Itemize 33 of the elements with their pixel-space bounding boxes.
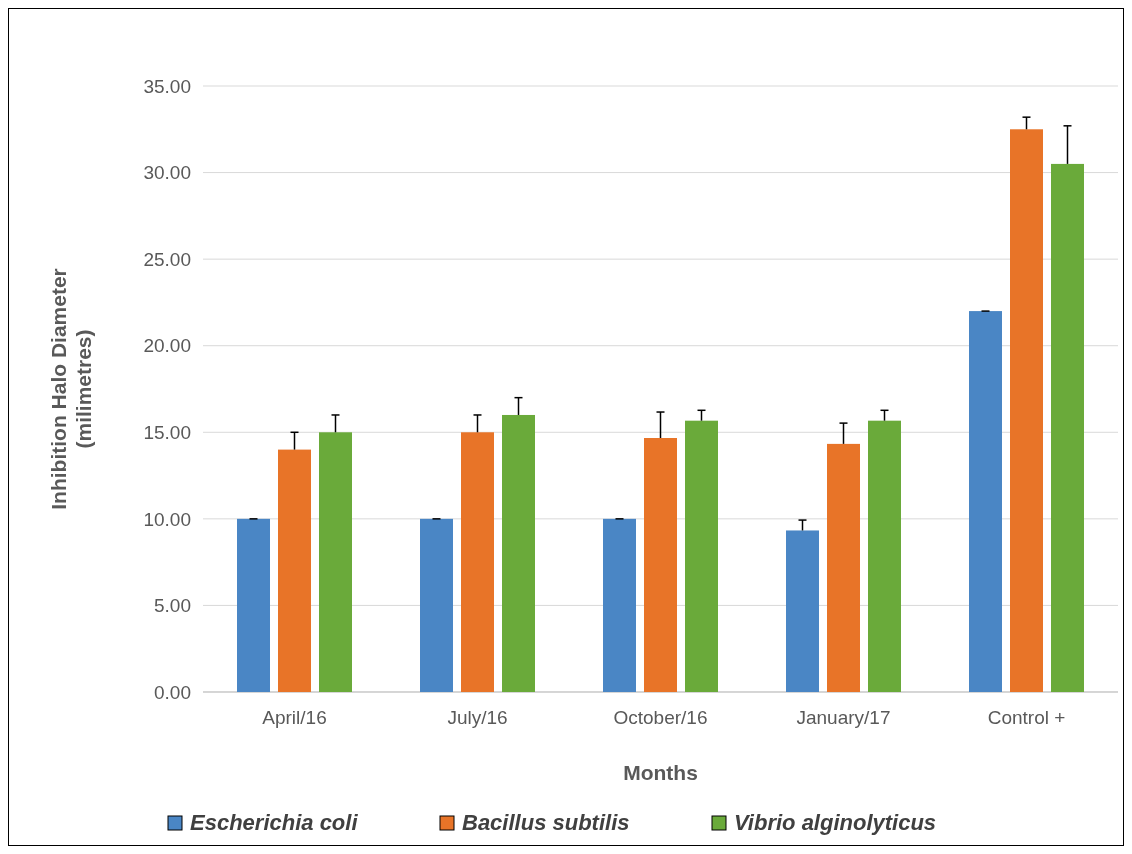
bar [827,443,860,692]
bar [603,518,636,692]
y-tick-label: 35.00 [143,75,191,97]
x-tick-label: January/17 [796,707,891,728]
y-tick-label: 5.00 [154,595,191,617]
legend-label: Escherichia coli [190,810,359,835]
bar [644,438,677,692]
y-tick-label: 30.00 [143,162,191,184]
y-tick-label: 10.00 [143,508,191,530]
y-tick-label: 15.00 [143,421,191,443]
x-axis-title: Months [623,761,698,784]
bar [278,449,311,692]
y-tick-label: 20.00 [143,335,191,357]
y-tick-label: 0.00 [154,681,191,703]
bar [685,420,718,692]
x-tick-label: July/16 [447,707,508,728]
bar [868,420,901,692]
y-tick-label: 25.00 [143,248,191,270]
y-axis-title: Inhibition Halo Diameter (milimetres) [47,268,95,510]
x-tick-label: April/16 [262,707,327,728]
x-tick-label: October/16 [613,707,708,728]
bar [461,432,494,692]
legend-label: Vibrio alginolyticus [734,810,937,835]
x-tick-label: Control + [987,707,1066,728]
bar [786,530,819,692]
bar [420,518,453,692]
bar [1010,129,1043,692]
bar [502,414,535,692]
bar [1051,163,1084,692]
bar [319,432,352,692]
bar [237,518,270,692]
legend-label: Bacillus subtilis [462,810,630,835]
bar [969,311,1002,692]
